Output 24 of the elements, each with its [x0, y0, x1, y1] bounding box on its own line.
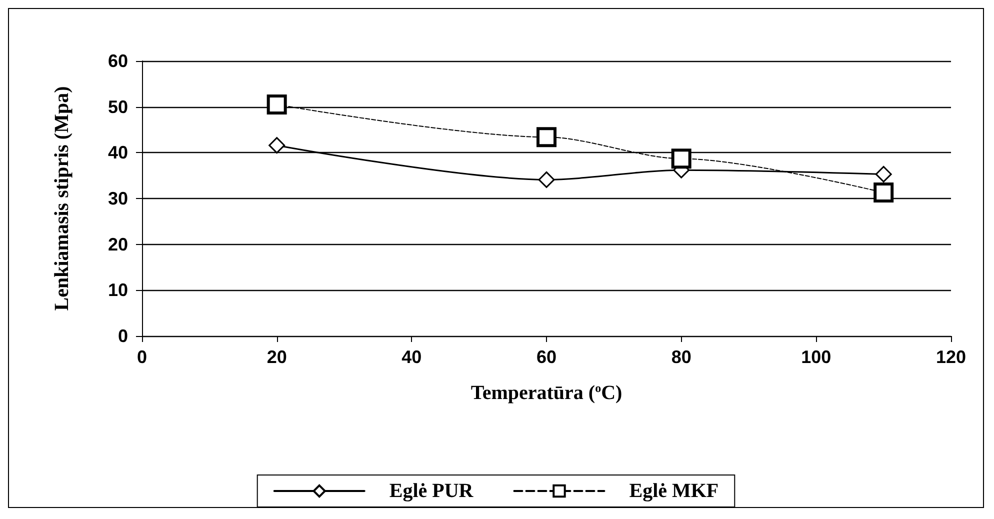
x-tick-label: 40 [402, 347, 422, 367]
y-tick-label: 0 [118, 326, 128, 346]
y-tick-label: 60 [108, 51, 128, 71]
x-tick-label: 60 [536, 347, 557, 367]
y-axis-title: Lenkiamasis stipris (Mpa) [51, 86, 73, 311]
y-tick-label: 10 [108, 280, 128, 300]
x-tick-label: 80 [671, 347, 692, 367]
y-tick-label: 40 [108, 142, 128, 163]
legend-label: Eglė PUR [389, 480, 474, 502]
legend-label: Eglė MKF [629, 480, 719, 502]
point [538, 171, 555, 188]
point [266, 94, 287, 115]
y-tick-label: 50 [108, 96, 128, 117]
point [875, 166, 892, 182]
x-tick-label: 20 [266, 347, 287, 367]
point [671, 148, 692, 169]
point [268, 137, 286, 154]
x-tick-label: 0 [136, 347, 148, 367]
y-tick-label: 30 [108, 188, 128, 208]
point [874, 182, 894, 203]
x-tick-label: 120 [936, 347, 966, 367]
y-tick-label: 20 [108, 234, 128, 254]
x-tick-label: 100 [801, 347, 832, 367]
point [536, 127, 556, 148]
